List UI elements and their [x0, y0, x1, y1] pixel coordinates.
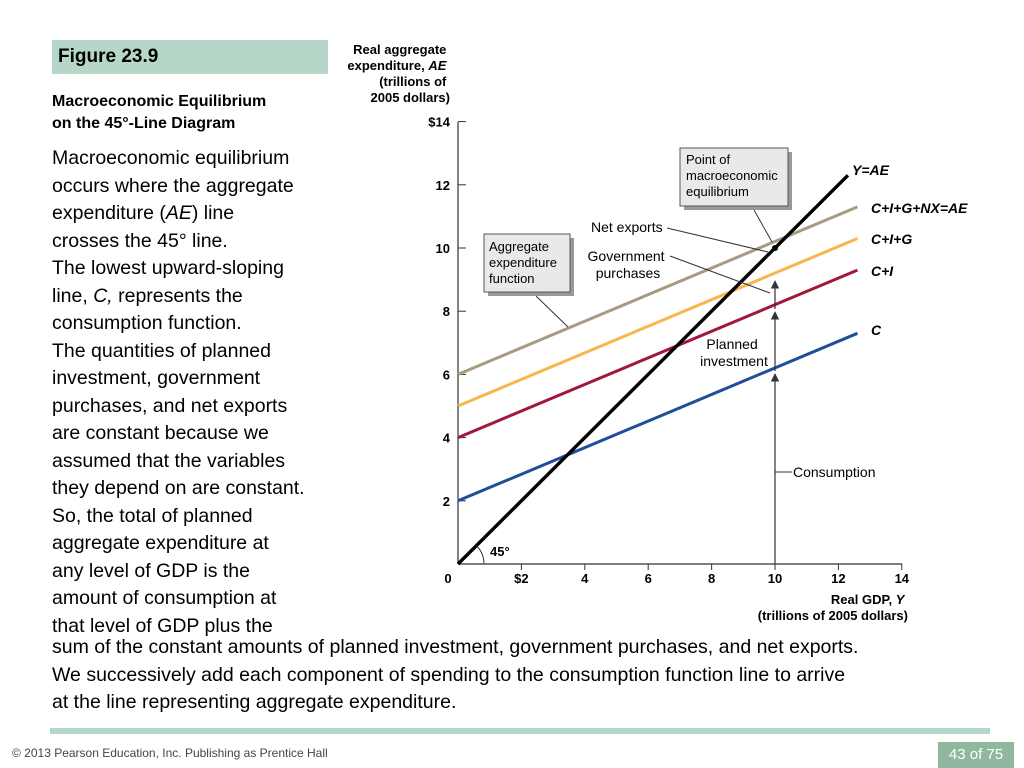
para-line: they depend on are constant. [52, 477, 305, 499]
y-axis-label: Real aggregate expenditure, AE (trillion… [347, 42, 450, 105]
para-line: line, C, represents the [52, 283, 352, 311]
x-tick-label: 12 [831, 571, 845, 586]
series-label-y-ae: Y=AE [852, 162, 890, 178]
series-line-c-i [457, 268, 859, 439]
x-tick-label: 4 [581, 571, 589, 586]
x-axis-label-line: Real GDP, Y [831, 592, 906, 607]
ae-box-label-line: Aggregate [489, 239, 549, 254]
footer-rule [50, 728, 990, 734]
body-text: Macroeconomic equilibrium occurs where t… [52, 145, 352, 640]
y-tick-label: $14 [428, 115, 450, 130]
y-axis-label-line: Real aggregate [353, 42, 446, 57]
y-tick-label: 12 [436, 178, 450, 193]
text-run: expenditure ( [52, 202, 166, 224]
text-run-italic: AE [165, 202, 192, 224]
series-label-c: C [871, 322, 882, 338]
y-axis-label-run: expenditure, [347, 58, 428, 73]
ae-box-label: Aggregate expenditure function [489, 239, 561, 286]
ae-chart: Real aggregate expenditure, AE (trillion… [347, 42, 968, 623]
equilibrium-box-label-line: Point of [686, 152, 730, 167]
series-label-c-i: C+I [871, 263, 894, 279]
series-line-ae [457, 205, 859, 376]
y-tick-label: 10 [436, 241, 450, 256]
equilibrium-point [772, 245, 778, 251]
government-purchases-label-line: purchases [596, 265, 661, 281]
equilibrium-box-label-line: equilibrium [686, 184, 749, 199]
x-tick-label: 0 [444, 571, 451, 586]
equilibrium-box-label: Point of macroeconomic equilibrium [686, 152, 781, 199]
figure-title: Macroeconomic Equilibrium on the 45°-Lin… [52, 91, 332, 135]
para-line: The quantities of planned [52, 339, 271, 362]
x-axis-label-line: (trillions of 2005 dollars) [758, 608, 908, 623]
x-tick-label: 14 [895, 571, 910, 586]
para-line: that level of GDP plus the [52, 614, 273, 637]
para-line: amount of consumption at [52, 587, 277, 609]
y-axis-label-line: 2005 dollars) [371, 90, 451, 105]
equilibrium-box-label-line: macroeconomic [686, 168, 778, 183]
planned-investment-label-line: investment [700, 353, 768, 369]
angle-label: 45° [490, 544, 510, 559]
page-number-badge: 43 of 75 [938, 742, 1014, 768]
equilibrium-leader [753, 209, 773, 243]
y-axis-label-line: (trillions of [379, 74, 447, 89]
series-line-c [457, 331, 859, 503]
y-axis-label-line: expenditure, AE [347, 58, 446, 73]
net-exports-leader [666, 227, 769, 253]
para-line: Macroeconomic equilibrium [52, 147, 290, 169]
x-tick-label: 6 [645, 571, 652, 586]
ae-box-label-line: function [489, 271, 535, 286]
para-line: assumed that the variables [52, 449, 286, 472]
para-line: The lowest upward-sloping [52, 257, 284, 279]
text-run: represents the [112, 284, 243, 307]
planned-investment-label: Planned investment [700, 336, 768, 369]
equilibrium-box [679, 147, 789, 207]
consumption-label: Consumption [793, 464, 876, 480]
planned-investment-label-line: Planned [706, 336, 757, 352]
y-tick-label: 6 [443, 367, 450, 382]
copyright-footer: © 2013 Pearson Education, Inc. Publishin… [12, 746, 328, 760]
y-tick-label: 2 [443, 494, 450, 509]
text-run: ) line [191, 202, 235, 224]
series-label-ae: C+I+G+NX=AE [871, 200, 968, 216]
para-line: are constant because we [52, 422, 269, 444]
government-purchases-label: Government purchases [588, 248, 669, 281]
angle-arc [476, 545, 485, 565]
para-line: purchases, and net exports [52, 394, 288, 417]
series-line-c-i-g [457, 237, 859, 408]
y-axis-label-run-italic: AE [427, 58, 446, 73]
para-line: occurs where the aggregate [52, 174, 294, 197]
ae-box-label-line: expenditure [489, 255, 557, 270]
figure-label: Figure 23.9 [52, 40, 328, 74]
government-purchases-leader [669, 255, 771, 294]
para-line: consumption function. [52, 312, 242, 334]
figure-title-line: on the 45°-Line Diagram [52, 115, 236, 132]
x-axis-label-run: Real GDP, [831, 592, 896, 607]
series-label-c-i-g: C+I+G [871, 231, 912, 247]
text-run-italic: C, [93, 284, 113, 307]
para-line: investment, government [52, 367, 261, 389]
x-tick-label: 8 [708, 571, 715, 586]
ae-box-leader [535, 295, 569, 328]
ae-box [483, 233, 571, 293]
y-tick-label: 8 [443, 304, 450, 319]
x-tick-label: 10 [768, 571, 782, 586]
para-line: any level of GDP is the [52, 559, 250, 582]
net-exports-label: Net exports [591, 219, 663, 235]
para-line: We successively add each component of sp… [52, 663, 846, 686]
figure-title-line: Macroeconomic Equilibrium [52, 93, 267, 110]
para-line: sum of the constant amounts of planned i… [52, 636, 859, 658]
government-purchases-label-line: Government [588, 248, 665, 264]
para-line: expenditure (AE) line [52, 200, 352, 228]
para-line: So, the total of planned [52, 504, 253, 527]
y-tick-label: 4 [443, 431, 451, 446]
x-axis-label: Real GDP, Y (trillions of 2005 dollars) [758, 592, 908, 623]
x-tick-label: $2 [514, 571, 528, 586]
para-line: aggregate expenditure at [52, 532, 269, 554]
para-line: at the line representing aggregate expen… [52, 691, 457, 713]
para-line: crosses the 45° line. [52, 229, 228, 252]
x-axis-label-run-italic: Y [896, 592, 906, 607]
series-line-45-degree [456, 174, 850, 566]
text-run: line, [52, 284, 94, 307]
bottom-text: sum of the constant amounts of planned i… [52, 634, 1012, 717]
